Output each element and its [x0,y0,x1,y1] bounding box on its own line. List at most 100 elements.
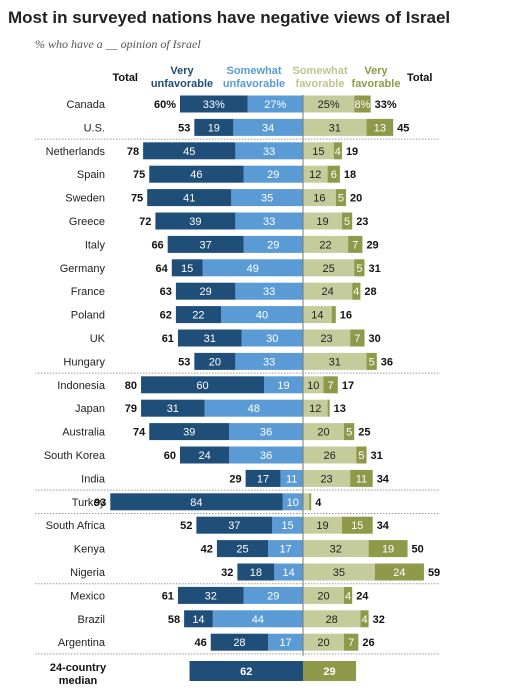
total-unfavorable-japan: 79 [125,403,137,415]
label-very-favorable-hungary: 5 [369,356,375,368]
label-very-unfavorable-brazil: 14 [192,614,204,626]
bar-very-unfavorable-brazil [184,610,213,628]
bar-somewhat-favorable-u-s- [303,118,367,136]
total-unfavorable-italy: 66 [151,239,163,251]
bar-somewhat-favorable-indonesia [303,376,324,394]
bar-very-favorable-nigeria [374,563,424,581]
bar-somewhat-favorable-canada [303,95,355,113]
label-somewhat-favorable-canada: 25% [318,99,340,111]
label-somewhat-unfavorable-indonesia: 19 [277,380,289,392]
total-unfavorable-hungary: 53 [178,356,190,368]
bar-somewhat-favorable-south-korea [303,446,357,464]
total-favorable-india: 34 [377,473,390,485]
label-very-favorable-germany: 5 [356,263,362,275]
label-median-favorable: 29 [323,666,335,678]
total-favorable-south-korea: 31 [371,450,383,462]
bar-very-favorable-argentina [344,633,359,651]
bar-somewhat-unfavorable-south-africa [272,516,303,534]
bar-somewhat-favorable-south-africa [303,516,342,534]
bar-somewhat-favorable-australia [303,423,344,441]
bar-somewhat-unfavorable-greece [235,212,303,230]
header-very-unfavorable-line1: Very [170,65,194,77]
label-somewhat-favorable-netherlands: 15 [312,146,324,158]
bar-somewhat-unfavorable-u-s- [233,118,303,136]
bar-very-favorable-japan [327,399,330,417]
category-label-indonesia: Indonesia [57,380,106,392]
total-favorable-japan: 13 [334,403,346,415]
bar-somewhat-unfavorable-indonesia [264,376,303,394]
label-somewhat-favorable-brazil: 28 [326,614,338,626]
bar-median-unfavorable [189,661,303,681]
label-somewhat-unfavorable-hungary: 33 [263,356,275,368]
bar-very-favorable-kenya [368,540,408,558]
total-favorable-australia: 25 [358,427,370,439]
label-very-unfavorable-indonesia: 60 [196,380,208,392]
category-label-u-s-: U.S. [84,122,105,134]
label-somewhat-favorable-greece: 19 [316,216,328,228]
category-label-netherlands: Netherlands [46,146,106,158]
label-somewhat-unfavorable-spain: 29 [267,169,279,181]
category-label-turkey: Turkey [72,497,106,509]
total-favorable-sweden: 20 [350,193,362,205]
total-unfavorable-poland: 62 [160,310,172,322]
bar-somewhat-favorable-greece [303,212,342,230]
bar-somewhat-unfavorable-south-korea [229,446,303,464]
total-unfavorable-canada: 60% [154,99,176,111]
label-very-favorable-canada: 8% [354,99,370,111]
bar-somewhat-unfavorable-mexico [243,586,303,604]
bar-very-favorable-south-africa [341,516,373,534]
bar-very-favorable-spain [327,165,340,183]
label-very-favorable-brazil: 4 [361,614,367,626]
label-somewhat-unfavorable-brazil: 44 [252,614,264,626]
label-somewhat-unfavorable-nigeria: 14 [283,567,295,579]
bar-very-unfavorable-nigeria [237,563,275,581]
bar-somewhat-favorable-japan [303,399,328,417]
bar-somewhat-unfavorable-argentina [268,633,303,651]
label-median-unfavorable: 62 [240,666,252,678]
label-very-favorable-greece: 5 [344,216,350,228]
bar-somewhat-unfavorable-hungary [235,352,303,370]
label-very-favorable-india: 11 [356,473,367,485]
bar-somewhat-favorable-poland [303,306,332,324]
label-somewhat-favorable-italy: 22 [319,239,331,251]
label-somewhat-unfavorable-kenya: 17 [279,544,291,556]
bar-very-unfavorable-japan [141,399,205,417]
bar-somewhat-favorable-kenya [303,540,369,558]
category-label-italy: Italy [85,239,106,251]
label-somewhat-favorable-mexico: 20 [317,590,329,602]
bar-very-unfavorable-south-korea [180,446,230,464]
bar-median-favorable [303,661,357,681]
bar-somewhat-favorable-spain [303,165,328,183]
total-favorable-turkey: 4 [315,497,322,509]
bar-very-favorable-hungary [366,352,377,370]
category-label-hungary: Hungary [63,356,105,368]
header-very-unfavorable-line2: unfavorable [151,78,213,90]
total-unfavorable-sweden: 75 [131,193,143,205]
total-unfavorable-australia: 74 [133,427,146,439]
label-very-unfavorable-germany: 15 [181,263,193,275]
bar-very-unfavorable-turkey [110,493,283,511]
bar-very-favorable-greece [341,212,353,230]
total-unfavorable-indonesia: 80 [125,380,137,392]
bar-somewhat-unfavorable-brazil [212,610,303,628]
total-unfavorable-uk: 61 [162,333,174,345]
total-favorable-mexico: 24 [356,590,369,602]
chart-title: Most in surveyed nations have negative v… [8,8,451,27]
label-somewhat-unfavorable-u-s-: 34 [262,122,274,134]
label-somewhat-favorable-hungary: 31 [329,356,341,368]
label-somewhat-favorable-japan: 12 [309,403,321,415]
total-favorable-brazil: 32 [373,614,385,626]
bar-very-favorable-turkey [309,493,312,511]
label-somewhat-unfavorable-turkey: 10 [287,497,299,509]
bar-somewhat-favorable-netherlands [303,142,334,160]
bar-very-favorable-indonesia [323,376,338,394]
total-unfavorable-spain: 75 [133,169,145,181]
label-very-favorable-france: 4 [353,286,359,298]
label-very-unfavorable-sweden: 41 [183,193,195,205]
category-label-australia: Australia [62,427,106,439]
total-unfavorable-india: 29 [229,473,241,485]
total-unfavorable-greece: 72 [139,216,151,228]
category-label-south-korea: South Korea [44,450,106,462]
label-somewhat-unfavorable-germany: 49 [247,263,259,275]
total-unfavorable-kenya: 42 [201,544,213,556]
